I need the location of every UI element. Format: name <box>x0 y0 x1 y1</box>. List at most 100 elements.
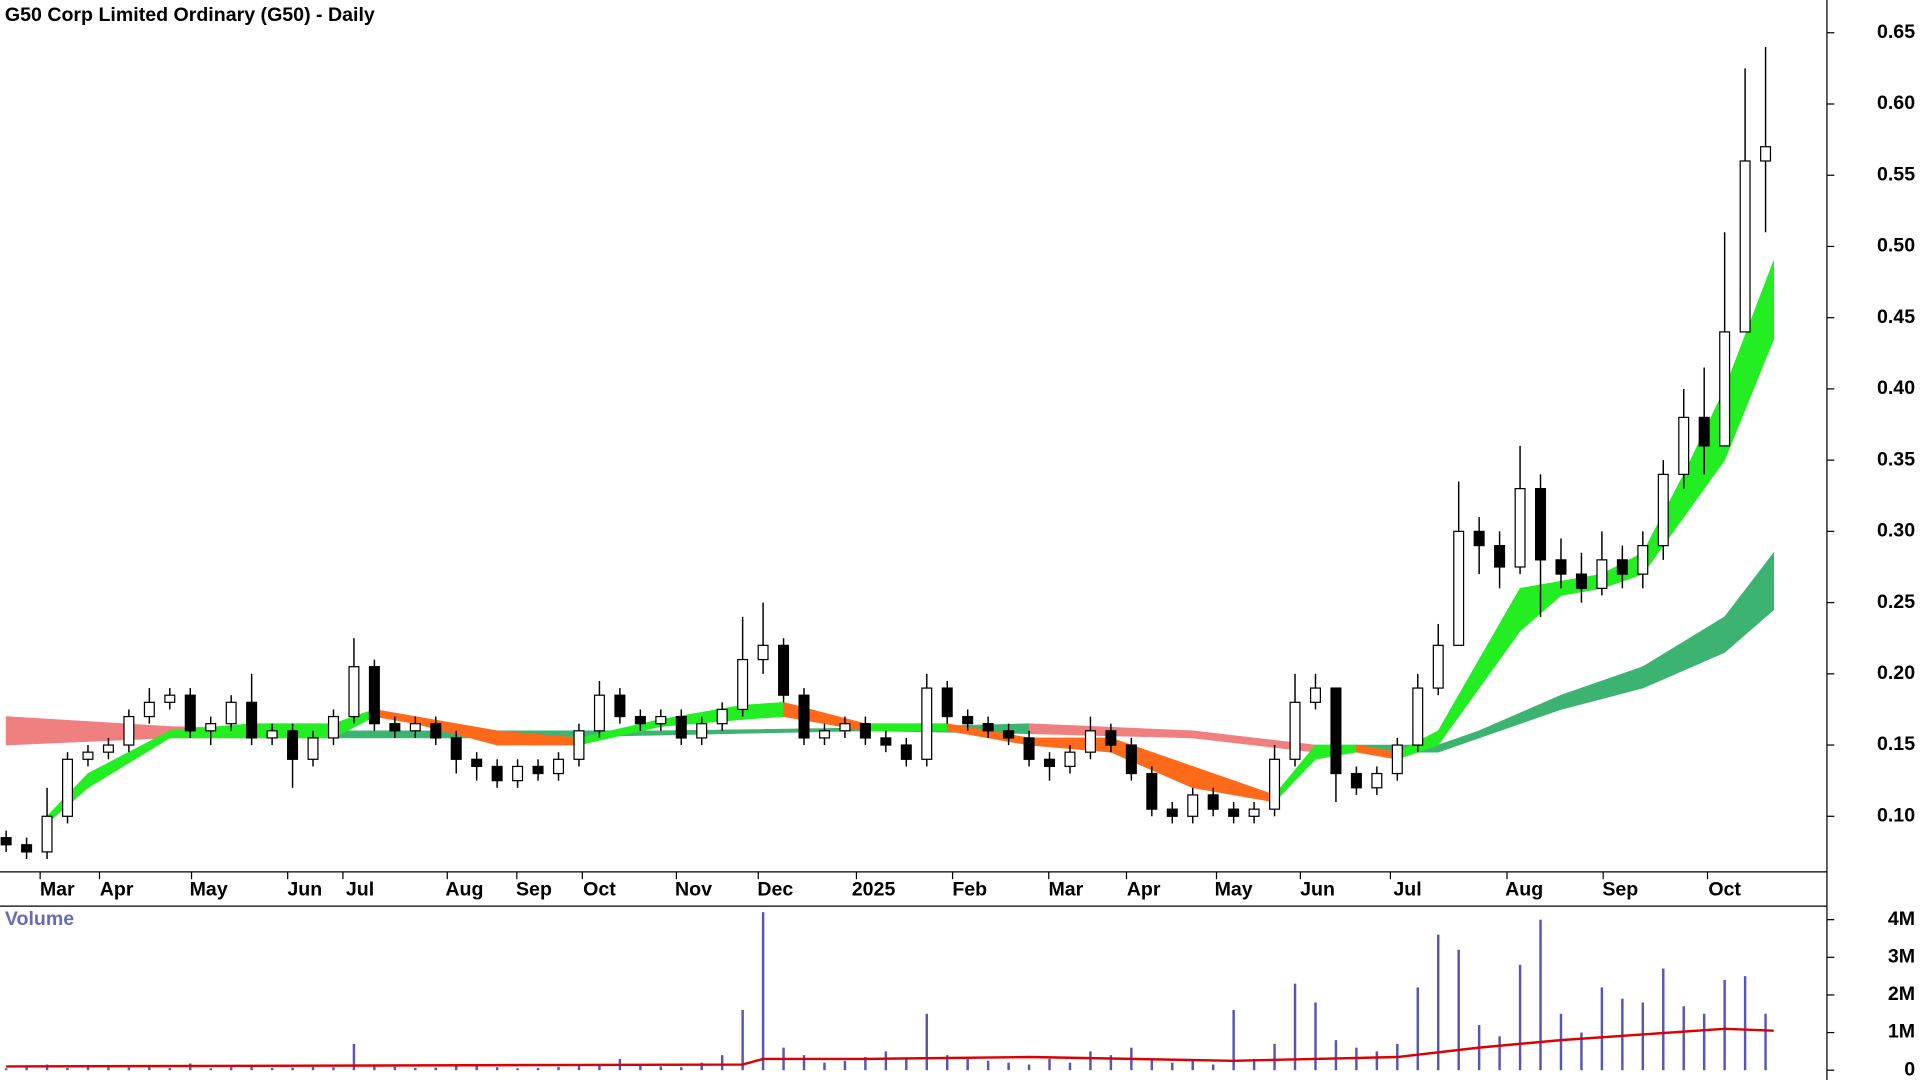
volume-bar <box>1089 1051 1092 1071</box>
volume-bar <box>1682 1006 1685 1071</box>
candle-body <box>1084 730 1096 753</box>
candle-body <box>389 723 401 732</box>
volume-bar <box>127 1067 131 1071</box>
candle-body <box>655 715 667 725</box>
candle-body <box>143 701 155 718</box>
volume-bar <box>1457 949 1460 1071</box>
x-tick-label: Apr <box>1127 878 1161 900</box>
volume-bar <box>1416 987 1419 1071</box>
candle-body <box>1187 794 1199 817</box>
volume-bar <box>1232 1009 1235 1071</box>
volume-bar <box>843 1060 847 1071</box>
x-tick-label: Jul <box>346 878 374 900</box>
volume-bar <box>1109 1055 1113 1071</box>
volume-bar <box>414 1067 417 1071</box>
volume-bar <box>720 1055 724 1071</box>
volume-bar <box>373 1064 376 1071</box>
y-tick-label: 0.25 <box>1877 591 1915 613</box>
candle-body <box>512 765 524 782</box>
volume-bar <box>557 1066 560 1071</box>
candle-body <box>1391 744 1403 775</box>
x-tick-label: Nov <box>675 878 712 900</box>
candle-body <box>1473 530 1485 547</box>
candle-body <box>553 758 565 775</box>
volume-bar <box>1580 1032 1583 1071</box>
x-tick-label: May <box>190 878 228 900</box>
volume-bar <box>925 1013 928 1071</box>
x-tick-label: Sep <box>516 878 552 900</box>
candle-body <box>1105 730 1117 746</box>
volume-bar <box>639 1065 642 1071</box>
volume-bar <box>1641 1002 1645 1071</box>
candle-body <box>1678 416 1690 475</box>
volume-bar <box>352 1043 356 1071</box>
volume-bar <box>1068 1062 1072 1071</box>
volume-bar <box>454 1066 458 1071</box>
x-tick-label: Sep <box>1602 878 1638 900</box>
volume-bar <box>884 1051 888 1071</box>
candle-body <box>1535 488 1547 561</box>
volume-bar <box>1662 968 1665 1071</box>
candle-body <box>368 666 380 725</box>
candle-body <box>778 644 790 696</box>
volume-bar <box>1334 1040 1338 1071</box>
candle-body <box>1228 808 1240 817</box>
candle-body <box>164 694 176 703</box>
candle-body <box>430 723 442 739</box>
candle-body <box>1309 687 1321 703</box>
candle-body <box>307 737 319 760</box>
volume-bar <box>4 1068 8 1071</box>
volume-bar <box>659 1066 663 1071</box>
volume-bar <box>148 1066 151 1071</box>
volume-bar <box>229 1067 233 1071</box>
candle-body <box>737 658 749 711</box>
volume-bar <box>1191 1060 1194 1071</box>
candle-body <box>491 765 503 782</box>
candle-body <box>0 837 12 846</box>
volume-bar <box>802 1055 806 1071</box>
candle-body <box>798 694 810 739</box>
candle-body <box>82 751 94 760</box>
volume-bar <box>1600 987 1604 1071</box>
candle-body <box>1064 751 1076 768</box>
volume-bar <box>1027 1064 1031 1071</box>
candle-body <box>450 737 462 760</box>
candle-body <box>62 758 74 817</box>
volume-bar <box>680 1067 683 1071</box>
x-tick-label: 2025 <box>852 878 896 900</box>
y-tick-label: 0.55 <box>1877 163 1915 185</box>
candle-body <box>184 694 196 732</box>
volume-bar <box>291 1067 294 1071</box>
candle-body <box>696 723 708 739</box>
volume-bar <box>1764 1013 1767 1071</box>
candle-body <box>1207 794 1219 810</box>
x-tick-label: Aug <box>1505 878 1543 900</box>
candle-body <box>21 844 33 853</box>
volume-bar <box>700 1062 703 1071</box>
candle-body <box>1289 701 1301 760</box>
candle-body <box>859 723 871 739</box>
candle-body <box>1616 559 1628 575</box>
y-tick-label: 4M <box>1888 908 1915 930</box>
volume-bar <box>1621 998 1624 1071</box>
candle-body <box>1248 808 1260 817</box>
volume-bar <box>1048 1058 1051 1071</box>
volume-bar <box>1150 1058 1154 1071</box>
volume-bar <box>577 1066 581 1071</box>
volume-bar <box>1518 964 1522 1071</box>
candle-body <box>1269 758 1281 810</box>
candle-body <box>1453 530 1465 646</box>
candle-body <box>941 687 953 718</box>
candle-body <box>1596 559 1608 589</box>
candle-body <box>675 715 687 739</box>
candle-body <box>1432 644 1444 689</box>
candle-body <box>1044 758 1056 768</box>
candle-body <box>880 737 892 746</box>
x-tick-label: Oct <box>1708 878 1741 900</box>
volume-bar <box>1375 1051 1379 1071</box>
candle-body <box>1125 744 1137 775</box>
candle-body <box>1003 730 1015 739</box>
candle-body <box>757 644 769 661</box>
candle-body <box>1760 146 1772 162</box>
